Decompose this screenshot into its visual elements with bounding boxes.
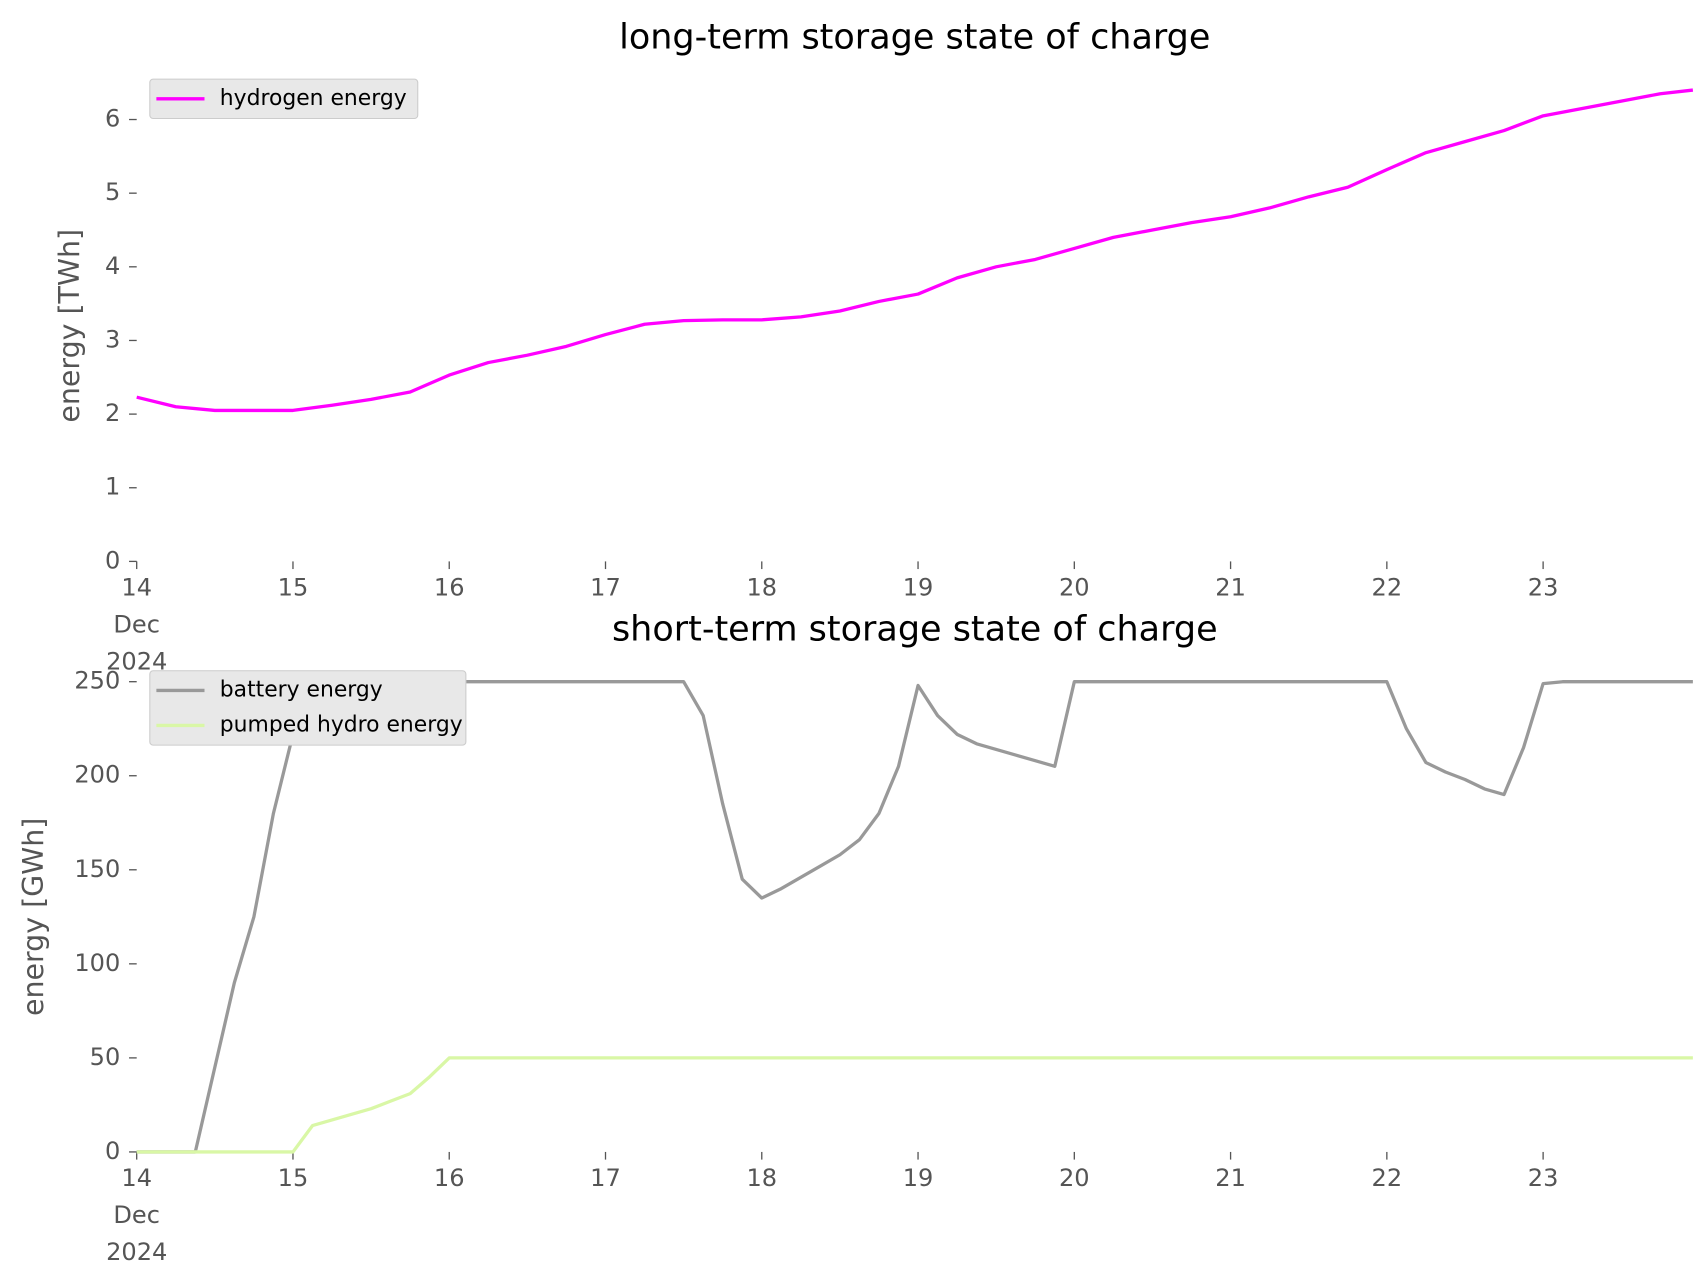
x-tick-label-box: 16	[433, 1165, 465, 1193]
legend-label: pumped hydro energy	[220, 712, 463, 737]
legend-box	[149, 670, 467, 746]
x-tick-label-box: 17	[590, 574, 621, 602]
x-tick-label: 20	[1058, 1165, 1090, 1193]
x-tick-label: 20	[1058, 574, 1090, 602]
y-tick-label: 0	[105, 546, 120, 574]
x-tick-label: 19	[902, 574, 934, 602]
chart-title: short-term storage state of charge	[612, 609, 1218, 649]
x-tick-label-box: 15	[277, 574, 309, 602]
x-tick-label-box: 23	[1527, 574, 1559, 602]
series-line	[136, 1056, 1693, 1154]
y-axis-label: energy [TWh]	[53, 229, 86, 423]
y-tick-label: 2	[105, 399, 120, 427]
y-tick-label: 100	[74, 949, 120, 977]
x-tick-label-box: 22	[1371, 1165, 1403, 1193]
x-tick-label: 14 Dec 2024	[106, 574, 168, 677]
x-tick-label-box: 15	[277, 1165, 309, 1193]
x-tick-label: 15	[277, 574, 309, 602]
y-tick-label: 6	[105, 105, 120, 133]
x-tick-label: 17	[590, 1165, 621, 1193]
x-tick-label: 22	[1371, 1165, 1403, 1193]
x-tick-label-box: 18	[746, 1165, 778, 1193]
y-tick-label: 250	[74, 667, 120, 695]
y-tick-label: 1	[105, 473, 120, 501]
series-line	[136, 680, 1693, 1154]
x-tick-label-box: 16	[433, 574, 465, 602]
x-tick-label-box: 21	[1215, 574, 1246, 602]
y-tick-label: 5	[105, 178, 120, 206]
x-tick-label-box: 21	[1215, 1165, 1246, 1193]
y-axis-label: energy [GWh]	[17, 818, 50, 1016]
x-tick-label: 18	[746, 1165, 778, 1193]
x-tick-label: 16	[433, 574, 465, 602]
x-tick-label: 23	[1527, 574, 1559, 602]
x-tick-label-box: 18	[746, 574, 778, 602]
y-tick-label: 0	[105, 1137, 120, 1165]
x-tick-label: 22	[1371, 574, 1403, 602]
y-tick-label: 4	[105, 252, 120, 280]
y-tick-label: 150	[74, 855, 120, 883]
legend-box	[149, 78, 419, 120]
x-tick-label-box: 23	[1527, 1165, 1559, 1193]
x-tick-label-box: 20	[1058, 574, 1090, 602]
y-tick-label: 200	[74, 761, 120, 789]
x-tick-label: 16	[433, 1165, 465, 1193]
x-tick-label: 23	[1527, 1165, 1559, 1193]
y-tick-label: 3	[105, 325, 120, 353]
x-tick-label-box: 22	[1371, 574, 1403, 602]
chart-title: long-term storage state of charge	[619, 18, 1210, 58]
x-tick-label: 14 Dec 2024	[106, 1165, 168, 1267]
y-tick-label: 50	[90, 1043, 121, 1071]
x-tick-label-box: 19	[902, 574, 934, 602]
x-tick-label: 19	[902, 1165, 934, 1193]
x-tick-label: 15	[277, 1165, 309, 1193]
x-tick-label-box: 14 Dec 2024	[106, 574, 168, 677]
x-tick-label-box: 17	[590, 1165, 621, 1193]
series-line	[136, 88, 1694, 413]
x-tick-label-box: 19	[902, 1165, 934, 1193]
x-tick-label-box: 14 Dec 2024	[106, 1165, 168, 1267]
x-tick-label-box: 20	[1058, 1165, 1090, 1193]
x-tick-label: 17	[590, 574, 621, 602]
x-tick-label: 21	[1215, 1165, 1246, 1193]
x-tick-label: 21	[1215, 574, 1246, 602]
legend-label: hydrogen energy	[220, 86, 407, 111]
x-tick-label: 18	[746, 574, 778, 602]
legend-label: battery energy	[220, 677, 383, 702]
